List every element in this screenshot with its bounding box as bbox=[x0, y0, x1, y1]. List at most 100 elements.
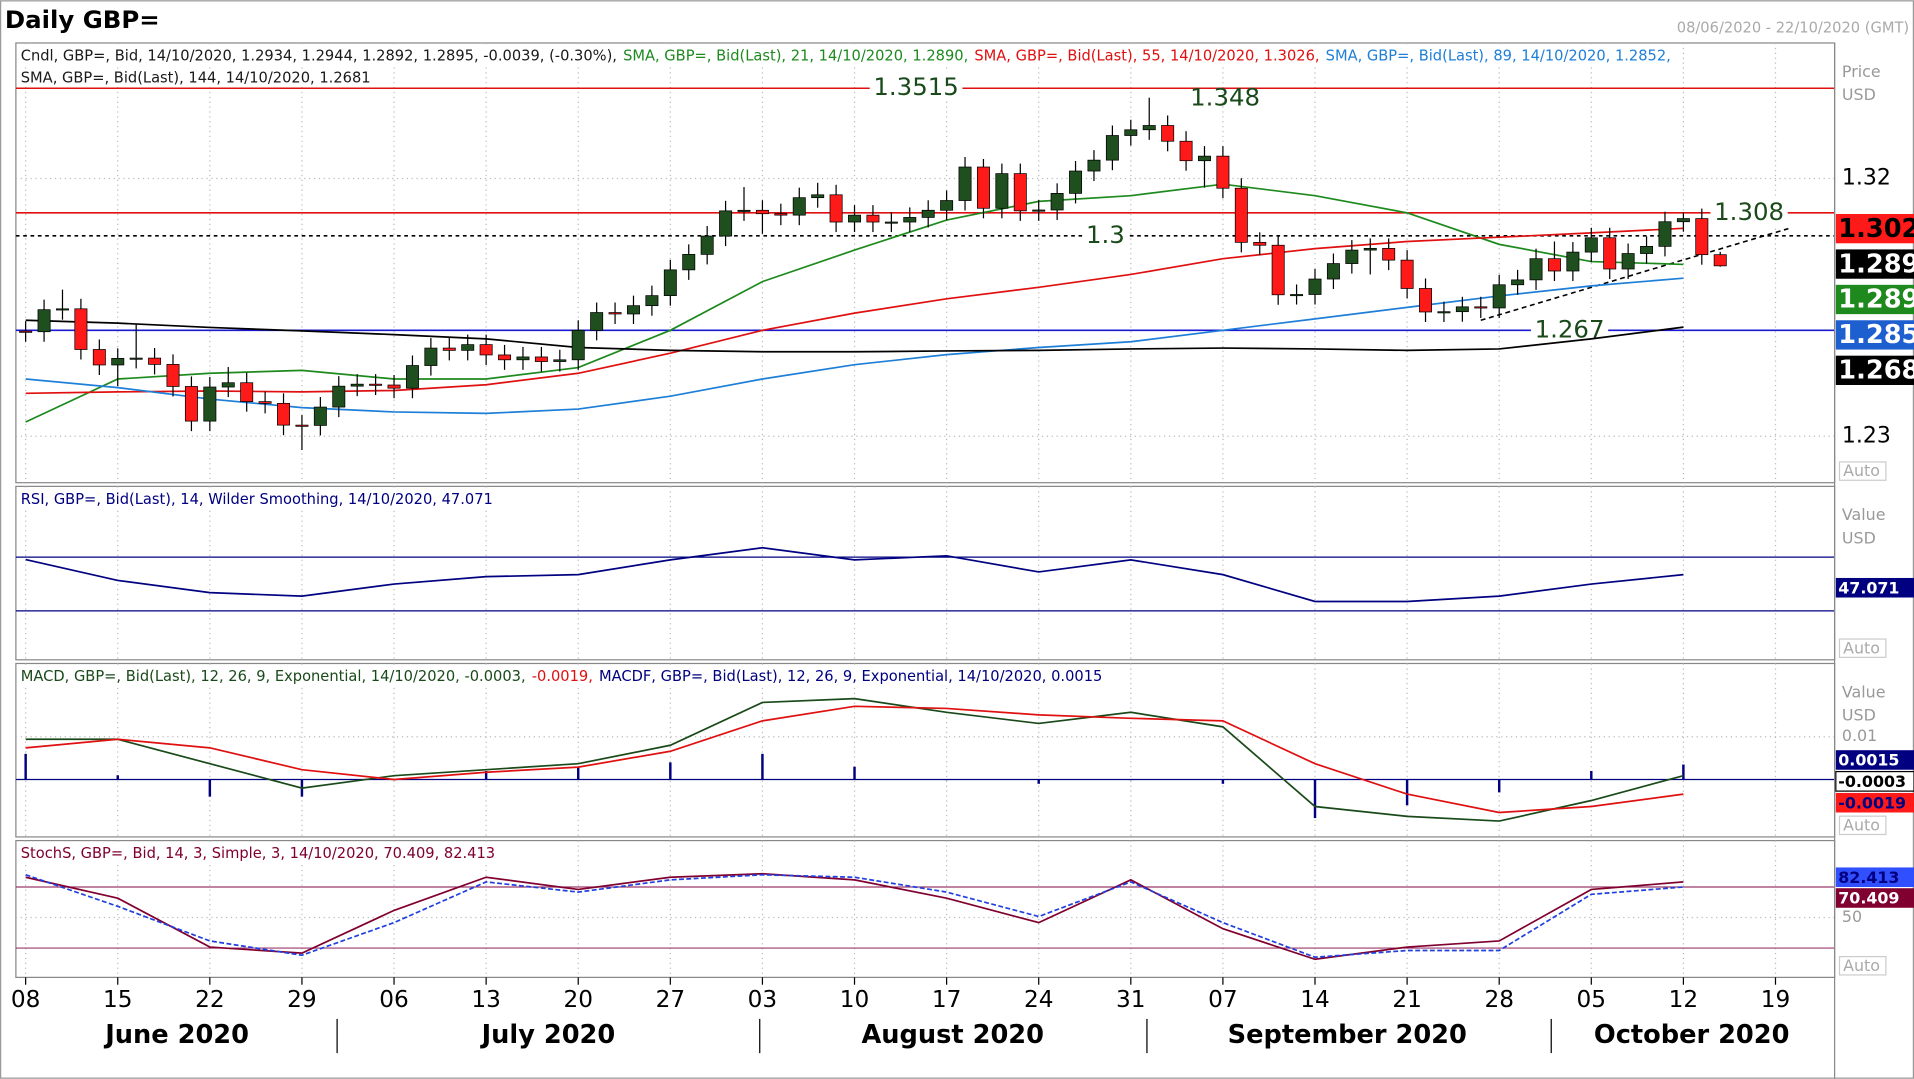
histogram-bar bbox=[945, 779, 948, 781]
value-tag-bg bbox=[1835, 355, 1914, 385]
candle-body bbox=[424, 347, 438, 366]
pane-legend: StochS, GBP=, Bid, 14, 3, Simple, 3, 14/… bbox=[21, 845, 495, 862]
candle-body bbox=[74, 308, 88, 350]
x-tick-label: 08 bbox=[11, 986, 41, 1013]
candle-body bbox=[184, 386, 198, 422]
scale-mode-box bbox=[1838, 815, 1887, 836]
candle-body bbox=[1142, 125, 1156, 131]
candle-body bbox=[1161, 125, 1175, 142]
month-label: June 2020 bbox=[103, 1020, 249, 1050]
scale-mode: Auto bbox=[1843, 815, 1880, 834]
month-label: September 2020 bbox=[1228, 1020, 1467, 1050]
axis-title: USD bbox=[1842, 85, 1876, 104]
candle-body bbox=[1032, 209, 1046, 212]
candle-body bbox=[1603, 237, 1617, 270]
value-tag: 1.289 bbox=[1838, 249, 1914, 279]
candle-body bbox=[332, 385, 346, 408]
legend-entry: Cndl, GBP=, Bid, 14/10/2020, 1.2934, 1.2… bbox=[21, 47, 617, 64]
month-label: October 2020 bbox=[1594, 1020, 1790, 1050]
x-tick-label: 07 bbox=[1208, 986, 1238, 1013]
level-label-bg bbox=[1710, 196, 1788, 226]
x-tick-label: 19 bbox=[1761, 986, 1791, 1013]
y-tick-label: 50 bbox=[1842, 907, 1862, 926]
candle-body bbox=[240, 382, 254, 403]
candle-body bbox=[829, 194, 843, 223]
candle-body bbox=[295, 424, 309, 427]
trend-line bbox=[1480, 227, 1789, 322]
month-label: July 2020 bbox=[480, 1020, 616, 1050]
value-tag: -0.0019 bbox=[1838, 793, 1906, 812]
x-tick-label: 29 bbox=[287, 986, 317, 1013]
candle-body bbox=[277, 402, 290, 426]
value-tag-bg bbox=[1835, 284, 1914, 315]
candle-body bbox=[1492, 284, 1506, 309]
candle-body bbox=[313, 406, 327, 426]
legend-entry: MACD, GBP=, Bid(Last), 12, 26, 9, Expone… bbox=[21, 668, 526, 685]
candle-body bbox=[350, 383, 364, 387]
month-label: August 2020 bbox=[861, 1020, 1044, 1050]
candle-body bbox=[1547, 258, 1561, 272]
x-tick-label: 15 bbox=[103, 986, 133, 1013]
value-tag-bg bbox=[1835, 867, 1914, 888]
candle-body bbox=[1566, 251, 1580, 272]
x-tick-label: 21 bbox=[1392, 986, 1422, 1013]
histogram-bar bbox=[1497, 779, 1501, 793]
candle-body bbox=[1529, 258, 1543, 281]
candle-body bbox=[1621, 253, 1635, 270]
candle-body bbox=[682, 254, 696, 271]
candle-body bbox=[1695, 218, 1709, 256]
candle-body bbox=[958, 166, 972, 201]
histogram-bar bbox=[484, 770, 488, 780]
chart-title: Daily GBP= bbox=[5, 5, 160, 34]
value-tag: 1.302 bbox=[1838, 214, 1914, 244]
x-tick-label: 13 bbox=[471, 986, 501, 1013]
histogram-bar bbox=[1221, 779, 1225, 784]
histogram-bar bbox=[1037, 779, 1040, 784]
candle-body bbox=[37, 309, 51, 333]
histogram-bar bbox=[577, 766, 580, 780]
candle-body bbox=[1511, 279, 1525, 286]
level-label-bg bbox=[1082, 219, 1129, 249]
candle-body bbox=[148, 357, 162, 365]
x-tick-label: 14 bbox=[1300, 986, 1330, 1013]
candle-body bbox=[166, 364, 180, 387]
histogram-bar bbox=[1129, 779, 1133, 781]
legend-entry: SMA, GBP=, Bid(Last), 55, 14/10/2020, 1.… bbox=[974, 47, 1319, 64]
candle-body bbox=[645, 295, 659, 307]
x-tick-label: 20 bbox=[563, 986, 593, 1013]
series-line bbox=[25, 546, 1684, 603]
y-tick-label: 1.32 bbox=[1842, 165, 1891, 190]
series-line bbox=[25, 705, 1684, 814]
candle-body bbox=[921, 209, 935, 218]
scale-mode-box bbox=[1838, 956, 1887, 976]
candle-body bbox=[737, 209, 751, 212]
candle-body bbox=[1326, 263, 1340, 280]
pane bbox=[15, 662, 1836, 838]
value-tag-bg bbox=[1835, 213, 1914, 244]
y-tick-label: 1.23 bbox=[1842, 423, 1891, 448]
candle-body bbox=[1419, 288, 1432, 313]
pane bbox=[15, 485, 1836, 661]
candle-body bbox=[811, 194, 825, 199]
pane bbox=[15, 839, 1836, 978]
candle-body bbox=[1069, 170, 1083, 194]
candle-body bbox=[608, 312, 622, 315]
candle-body bbox=[848, 214, 861, 223]
histogram-bar bbox=[116, 775, 119, 780]
value-tag: 1.268 bbox=[1838, 356, 1914, 386]
candle-body bbox=[1216, 155, 1230, 189]
candle-body bbox=[19, 330, 33, 333]
pane-legend: Cndl, GBP=, Bid, 14/10/2020, 1.2934, 1.2… bbox=[21, 47, 1671, 64]
x-tick-label: 24 bbox=[1024, 986, 1054, 1013]
candle-body bbox=[1584, 237, 1598, 253]
candle-body bbox=[627, 305, 640, 315]
candle-body bbox=[498, 354, 512, 361]
candle-body bbox=[1308, 278, 1322, 295]
candle-body bbox=[221, 382, 235, 388]
x-tick-label: 03 bbox=[748, 986, 778, 1013]
histogram-bar bbox=[1682, 764, 1685, 780]
candle-body bbox=[1363, 248, 1377, 251]
candle-body bbox=[1271, 244, 1285, 296]
candle-body bbox=[1253, 241, 1267, 246]
candle-body bbox=[56, 308, 69, 311]
